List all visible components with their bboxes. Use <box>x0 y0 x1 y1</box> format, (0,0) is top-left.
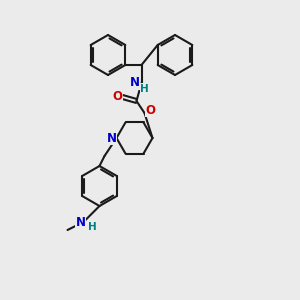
Text: N: N <box>76 215 85 229</box>
Text: H: H <box>88 222 97 232</box>
Text: O: O <box>146 103 155 116</box>
Text: H: H <box>140 84 149 94</box>
Text: N: N <box>106 131 116 145</box>
Text: O: O <box>112 91 122 103</box>
Text: N: N <box>130 76 140 89</box>
